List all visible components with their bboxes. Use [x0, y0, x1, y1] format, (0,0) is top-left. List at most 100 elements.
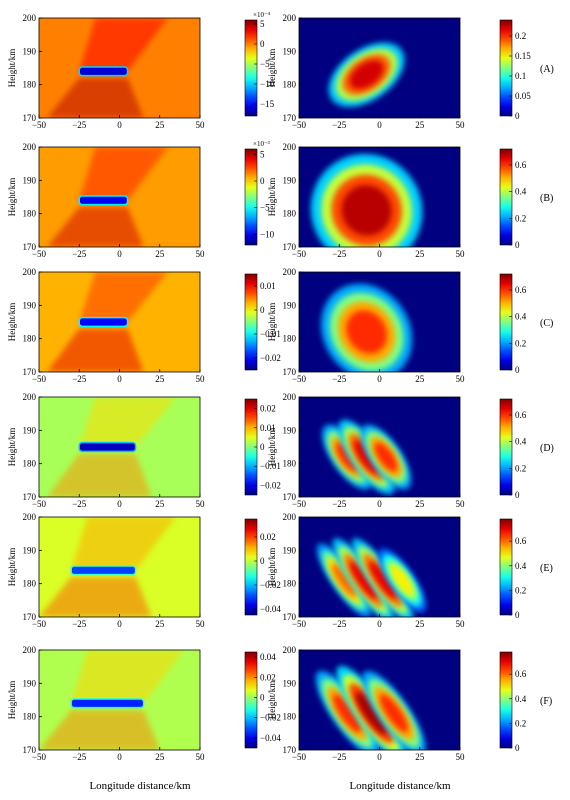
panel-D-left: −50 −25 0 25 50 170 180 190 200 Height/km 0.02 0.01…	[7, 392, 281, 509]
colorbar-tick-label: 0	[260, 556, 265, 566]
heatmap-field	[39, 272, 200, 372]
y-tick-label: 180	[23, 334, 37, 344]
colorbar-tick-label: 0	[515, 111, 520, 121]
y-tick-label: 170	[23, 242, 37, 252]
colorbar-tick-label: 0	[260, 39, 265, 49]
heatmap-field	[39, 18, 200, 118]
field-blob	[336, 442, 359, 472]
colorbar-tick-label: 0.4	[515, 437, 527, 447]
field-blob	[333, 694, 362, 733]
x-tick-label: 50	[196, 120, 206, 130]
y-tick-label: 200	[23, 142, 37, 152]
field-lower-plume	[47, 207, 144, 247]
colorbar-tick-label: −5	[260, 59, 270, 69]
colorbar-exponent: ×10⁻⁴	[253, 11, 271, 19]
heatmap-field	[299, 517, 460, 617]
y-tick-label: 190	[23, 545, 37, 555]
panel-row-label: (B)	[540, 193, 553, 204]
y-tick-label: 190	[283, 425, 297, 435]
x-tick-label: 25	[415, 120, 425, 130]
y-tick-label: 180	[283, 712, 297, 722]
y-tick-label: 200	[23, 392, 37, 402]
panel-C-right: −50 −25 0 25 50 170 180 190 200 Height/km 0.6 0.4 0.…	[267, 267, 553, 384]
colorbar-tick-label: 0.01	[260, 423, 276, 433]
y-tick-label: 190	[283, 678, 297, 688]
colorbar-tick-label: 0.4	[515, 187, 527, 197]
y-tick-label: 180	[23, 579, 37, 589]
field-slab	[78, 195, 129, 206]
x-tick-label: 0	[117, 249, 122, 259]
heatmap-field	[299, 397, 460, 497]
x-tick-label: 25	[415, 499, 425, 509]
x-tick-label: −50	[292, 619, 307, 629]
field-plume	[79, 18, 168, 72]
x-tick-label: 50	[456, 120, 466, 130]
colorbar-tick-label: 0	[515, 490, 520, 500]
colorbar-tick-label: 0.02	[260, 404, 276, 414]
field-blob	[349, 561, 378, 600]
x-tick-label: −25	[72, 249, 87, 259]
y-tick-label: 200	[283, 13, 297, 23]
x-tick-label: 25	[155, 752, 165, 762]
x-tick-label: 0	[117, 619, 122, 629]
x-tick-label: −50	[32, 249, 47, 259]
y-tick-label: 170	[283, 367, 297, 377]
colorbar-tick-label: −10	[260, 229, 275, 239]
y-tick-label: 180	[283, 579, 297, 589]
x-tick-label: 0	[377, 120, 382, 130]
y-tick-label: 200	[283, 142, 297, 152]
field-blob	[331, 563, 357, 597]
x-tick-label: −25	[72, 619, 87, 629]
field-blob	[353, 440, 380, 474]
field-lower-plume	[39, 710, 160, 750]
x-tick-label: 25	[415, 619, 425, 629]
colorbar-tick-label: 0.02	[260, 532, 276, 542]
colorbar-tick-label: −0.01	[260, 329, 281, 339]
colorbar	[499, 651, 513, 749]
panel-A-right: −50 −25 0 25 50 170 180 190 200 Height/km 0.2 0.15 0…	[267, 13, 554, 130]
x-tick-label: −50	[292, 499, 307, 509]
y-tick-label: 180	[283, 334, 297, 344]
colorbar-tick-label: 0.01	[260, 281, 276, 291]
colorbar	[499, 518, 513, 616]
y-tick-label: 200	[283, 267, 297, 277]
y-axis-label: Height/km	[7, 681, 17, 720]
colorbar-tick-label: −0.04	[260, 604, 281, 614]
colorbar	[499, 273, 513, 371]
panel-F-right: −50 −25 0 25 50 170 180 190 200 Height/km 0.6 0.4 0.…	[267, 645, 552, 762]
x-tick-label: −50	[292, 752, 307, 762]
y-tick-label: 200	[23, 13, 37, 23]
y-axis-label: Height/km	[7, 178, 17, 217]
field-slab	[78, 316, 129, 328]
colorbar	[244, 518, 258, 616]
y-tick-label: 200	[23, 267, 37, 277]
x-axis-label-left: Longitude distance/km	[89, 780, 191, 792]
colorbar	[244, 273, 258, 371]
y-tick-label: 170	[23, 492, 37, 502]
heatmap-field	[39, 650, 200, 750]
colorbar-tick-label: 0	[515, 610, 520, 620]
x-tick-label: 50	[196, 499, 206, 509]
colorbar-tick-label: 0.2	[515, 585, 526, 595]
y-tick-label: 180	[23, 209, 37, 219]
y-axis-label: Height/km	[7, 548, 17, 587]
colorbar-tick-label: 5	[260, 19, 265, 29]
y-axis-label: Height/km	[267, 428, 277, 467]
panel-E-left: −50 −25 0 25 50 170 180 190 200 Height/km 0.02 0 −0.…	[7, 512, 281, 629]
colorbar-tick-label: −0.01	[260, 461, 281, 471]
colorbar-tick-label: −0.04	[260, 733, 281, 743]
colorbar-tick-label: 0.2	[515, 338, 526, 348]
panel-D-right: −50 −25 0 25 50 170 180 190 200 Height/km 0.6 0.4 0.…	[267, 392, 554, 509]
colorbar-tick-label: 0	[515, 365, 520, 375]
y-axis-label: Height/km	[7, 428, 17, 467]
x-tick-label: 50	[196, 249, 206, 259]
panel-row-label: (C)	[540, 318, 553, 329]
panel-B-right: −50 −25 0 25 50 170 180 190 200 Height/km 0.6 0.4 0.…	[267, 142, 553, 259]
colorbar-tick-label: −0.02	[260, 580, 281, 590]
x-axis-label-right: Longitude distance/km	[349, 780, 451, 792]
field-slab	[78, 66, 129, 77]
y-tick-label: 170	[283, 612, 297, 622]
x-tick-label: −50	[32, 374, 47, 384]
colorbar-tick-label: 0.02	[260, 672, 276, 682]
heatmap-field	[39, 397, 200, 497]
